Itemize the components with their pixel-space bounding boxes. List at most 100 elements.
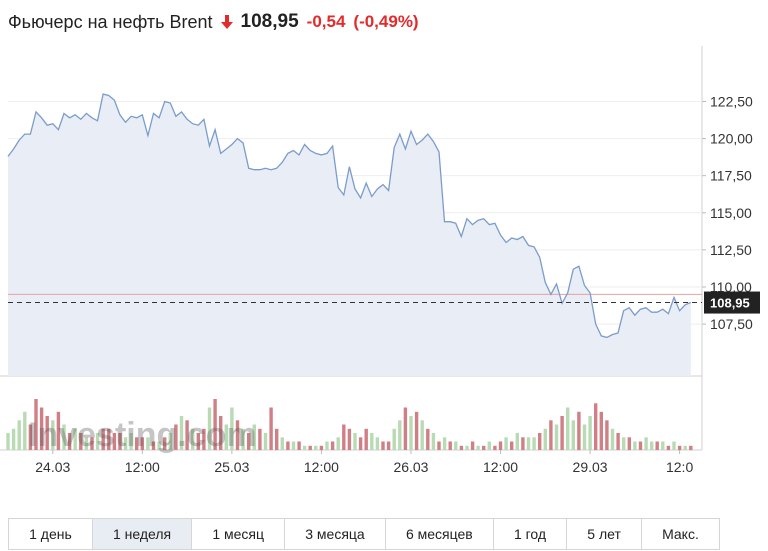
- volume-bar: [342, 424, 346, 450]
- period-button[interactable]: Макс.: [662, 526, 699, 542]
- volume-bar: [610, 428, 615, 451]
- volume-bar: [526, 437, 531, 451]
- last-price-label: 108,95: [710, 296, 750, 311]
- volume-bar: [191, 428, 195, 451]
- volume-bar: [185, 420, 189, 451]
- volume-bar: [493, 445, 497, 451]
- volume-bar: [123, 437, 128, 451]
- y-tick-label: 117,50: [710, 168, 752, 184]
- volume-bar: [28, 424, 33, 450]
- volume-bar: [644, 437, 648, 451]
- volume-bar: [107, 428, 111, 451]
- volume-bar: [62, 424, 66, 450]
- volume-bar: [560, 416, 564, 450]
- volume-bar: [454, 441, 458, 450]
- volume-bar: [101, 428, 105, 451]
- volume-bar: [84, 437, 89, 451]
- volume-bar: [269, 407, 273, 450]
- volume-bar: [538, 433, 542, 450]
- volume-bar: [532, 437, 536, 451]
- volume-bar: [118, 433, 122, 450]
- price-change-percent: (-0,49%): [353, 12, 419, 31]
- period-button[interactable]: 1 год: [494, 519, 568, 549]
- volume-bar: [6, 433, 10, 450]
- volume-bar: [459, 445, 464, 451]
- volume-bar: [319, 445, 324, 451]
- x-tick-label: 12:00: [304, 459, 339, 475]
- last-price-marker: 108,95: [704, 291, 760, 314]
- volume-bar: [622, 437, 626, 451]
- volume-bar: [275, 428, 279, 451]
- volume-bar: [605, 420, 609, 451]
- volume-bar: [202, 428, 206, 451]
- period-button[interactable]: 5 лет: [567, 519, 642, 549]
- volume-bar: [650, 441, 654, 450]
- price-area-fill: [8, 94, 691, 376]
- volume-bar: [666, 445, 671, 451]
- volume-bar: [498, 441, 503, 450]
- price-chart[interactable]: Investing.com 122,50 120,00 117,50 115,00 11…: [0, 44, 768, 524]
- period-button[interactable]: 1 день: [9, 519, 93, 549]
- x-tick-label: 25.03: [214, 459, 249, 475]
- volume-bar: [168, 433, 172, 450]
- volume-bar: [258, 428, 262, 451]
- period-button[interactable]: 6 месяцев: [386, 519, 494, 549]
- volume-bar: [577, 411, 581, 451]
- volume-bar: [347, 428, 352, 451]
- volume-bar: [67, 433, 72, 450]
- y-tick-label: 107,50: [710, 316, 753, 332]
- volume-bar: [314, 445, 318, 451]
- volume-bar: [442, 437, 447, 451]
- volume-bar: [286, 441, 290, 450]
- volume-bar: [90, 437, 94, 451]
- volume-bar: [521, 437, 525, 451]
- volume-bar: [543, 428, 547, 451]
- period-button[interactable]: 1 неделя: [92, 519, 193, 549]
- volume-bar: [364, 428, 368, 451]
- x-tick-label: 12:00: [125, 459, 160, 475]
- y-tick-label: 115,00: [710, 205, 752, 221]
- volume-bar: [549, 420, 553, 451]
- volume-bar: [325, 441, 329, 450]
- volume-bar: [241, 428, 245, 451]
- x-tick-label: 26.03: [393, 459, 428, 475]
- x-tick-label: 12:0: [666, 459, 693, 475]
- volume-bar: [263, 433, 268, 450]
- volume-bar: [235, 420, 240, 451]
- volume-bar: [661, 441, 665, 450]
- volume-bar: [45, 416, 49, 450]
- volume-bar: [140, 437, 144, 451]
- volume-bar: [616, 433, 620, 450]
- volume-bar: [672, 441, 676, 450]
- last-price-box: [704, 291, 760, 314]
- volume-bar: [426, 428, 430, 451]
- volume-bar: [588, 416, 592, 450]
- volume-bar: [571, 420, 575, 451]
- volume-bar: [594, 403, 598, 451]
- y-tick-label: 110,00: [710, 279, 752, 295]
- volume-bar: [207, 407, 212, 450]
- y-tick-label: 120,00: [710, 131, 753, 147]
- volume-bar: [112, 433, 117, 450]
- volume-bar: [510, 441, 514, 450]
- volume-bar: [247, 433, 251, 450]
- volume-bar: [655, 441, 659, 450]
- period-button[interactable]: 3 месяца: [285, 519, 386, 549]
- volume-bar: [465, 445, 469, 451]
- volume-bar: [398, 420, 402, 451]
- volume-bar: [196, 433, 200, 450]
- volume-bar: [336, 437, 340, 451]
- volume-bar: [224, 424, 228, 450]
- volume-bar: [358, 437, 363, 451]
- volume-bar: [504, 437, 508, 451]
- volume-bar: [392, 428, 396, 451]
- volume-bar: [174, 424, 178, 450]
- volume-bar: [353, 433, 357, 450]
- y-tick-label: 112,50: [710, 242, 752, 258]
- volume-bar: [381, 441, 385, 450]
- volume-bar: [448, 441, 452, 450]
- period-button[interactable]: 1 месяц: [192, 519, 286, 549]
- volume-bar: [252, 424, 256, 450]
- volume-bar: [431, 433, 436, 450]
- volume-bar: [375, 437, 380, 451]
